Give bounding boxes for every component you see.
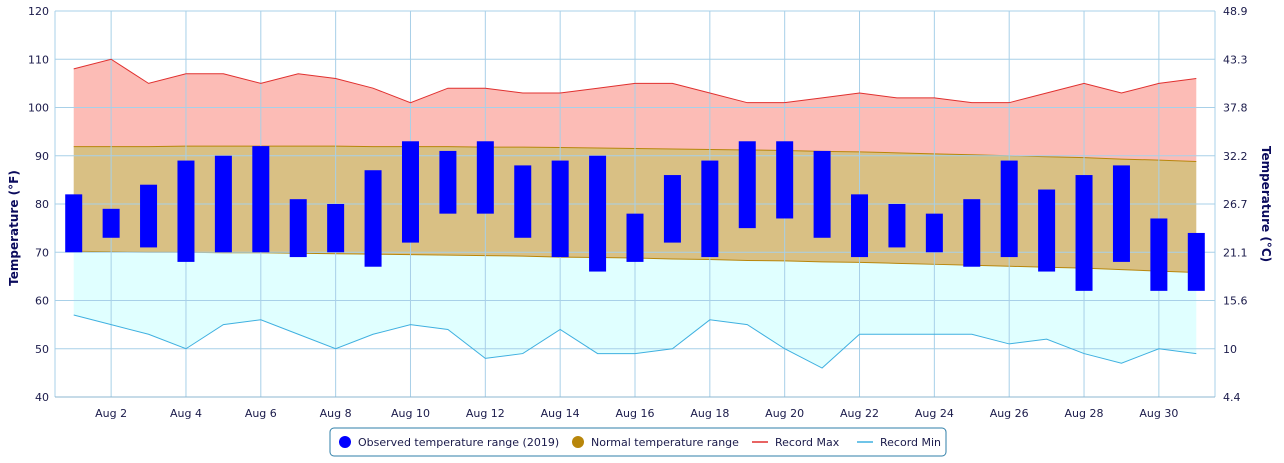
y-tick-label-right: 10 <box>1223 343 1237 356</box>
legend-observed-marker <box>339 436 351 448</box>
observed-range-bar[interactable] <box>364 170 382 267</box>
y-tick-label-right: 43.3 <box>1223 53 1248 66</box>
y-tick-label-right: 15.6 <box>1223 295 1248 308</box>
x-tick-label: Aug 24 <box>915 407 954 420</box>
observed-range-bar[interactable] <box>1112 165 1130 262</box>
observed-range-bar[interactable] <box>738 141 756 229</box>
observed-range-bar[interactable] <box>177 160 195 262</box>
grid-layer <box>54 10 1216 398</box>
legend-item-observed[interactable]: Observed temperature range (2019) <box>339 436 559 449</box>
y-tick-label-right: 37.8 <box>1223 102 1248 115</box>
bands-layer <box>73 59 1197 369</box>
y-tick-label-left: 50 <box>35 343 49 356</box>
observed-range-bar[interactable] <box>439 150 457 214</box>
observed-range-bar[interactable] <box>1150 218 1168 291</box>
observed-range-bar[interactable] <box>514 165 532 238</box>
legend-normal-label: Normal temperature range <box>591 436 739 449</box>
y-tick-label-left: 100 <box>28 102 49 115</box>
y-tick-label-right: 26.7 <box>1223 198 1248 211</box>
observed-range-bar[interactable] <box>963 199 981 267</box>
observed-range-bar[interactable] <box>289 199 307 258</box>
observed-range-bar[interactable] <box>851 194 869 258</box>
observed-range-bar[interactable] <box>1000 160 1018 258</box>
x-tick-label: Aug 20 <box>765 407 804 420</box>
legend-record-max-label: Record Max <box>775 436 840 449</box>
observed-range-bar[interactable] <box>776 141 794 219</box>
x-tick-label: Aug 2 <box>95 407 127 420</box>
y-tick-label-left: 110 <box>28 53 49 66</box>
x-tick-label: Aug 6 <box>245 407 277 420</box>
observed-range-bar[interactable] <box>214 155 232 253</box>
observed-range-bar[interactable] <box>813 150 831 238</box>
legend-normal-marker <box>572 436 584 448</box>
record-max-line <box>73 58 1197 104</box>
legend-box <box>329 427 947 457</box>
observed-range-bar[interactable] <box>888 204 906 248</box>
observed-range-bar[interactable] <box>701 160 719 258</box>
observed-range-bar[interactable] <box>1038 189 1056 272</box>
observed-range-bar[interactable] <box>663 175 681 243</box>
y-tick-label-left: 120 <box>28 5 49 18</box>
axes-layer: 40 50 60 70 80 90 100 110 120 4.4 10 15.6 21.1 26.7 32… <box>28 5 1248 420</box>
legend-record-min-label: Record Min <box>880 436 941 449</box>
record-lines-layer <box>73 58 1197 369</box>
x-tick-label: Aug 12 <box>466 407 505 420</box>
legend-item-record-min[interactable]: Record Min <box>857 436 941 449</box>
y-axis-title-left: Temperature (°F) <box>7 170 21 286</box>
y-tick-label-right: 48.9 <box>1223 5 1248 18</box>
legend: Observed temperature range (2019) Normal… <box>329 427 947 457</box>
y-axis-title-right: Temperature (°C) <box>1259 146 1273 262</box>
observed-range-bar[interactable] <box>401 141 419 243</box>
observed-range-bar[interactable] <box>925 213 943 253</box>
observed-range-bar[interactable] <box>1187 232 1205 291</box>
x-tick-label: Aug 8 <box>320 407 352 420</box>
legend-item-record-max[interactable]: Record Max <box>752 436 840 449</box>
y-tick-label-left: 80 <box>35 198 49 211</box>
x-tick-label: Aug 4 <box>170 407 202 420</box>
observed-range-bar[interactable] <box>1075 175 1093 291</box>
observed-range-bar[interactable] <box>327 204 345 253</box>
y-tick-label-right: 4.4 <box>1223 391 1241 404</box>
observed-range-bar[interactable] <box>140 184 158 248</box>
y-tick-label-right: 21.1 <box>1223 246 1248 259</box>
legend-observed-label: Observed temperature range (2019) <box>358 436 559 449</box>
y-tick-label-left: 40 <box>35 391 49 404</box>
observed-range-bar[interactable] <box>589 155 607 272</box>
x-tick-label: Aug 22 <box>840 407 879 420</box>
y-tick-label-left: 70 <box>35 246 49 259</box>
x-tick-label: Aug 30 <box>1139 407 1178 420</box>
x-tick-label: Aug 14 <box>541 407 580 420</box>
observed-range-bar[interactable] <box>102 208 120 238</box>
x-tick-label: Aug 18 <box>690 407 729 420</box>
record-min-line <box>73 314 1197 369</box>
observed-range-bar[interactable] <box>252 146 270 253</box>
x-tick-label: Aug 10 <box>391 407 430 420</box>
x-tick-label: Aug 26 <box>990 407 1029 420</box>
y-tick-label-right: 32.2 <box>1223 150 1248 163</box>
y-tick-label-left: 90 <box>35 150 49 163</box>
observed-range-bar[interactable] <box>476 141 494 214</box>
observed-range-bar[interactable] <box>551 160 569 258</box>
observed-range-bar[interactable] <box>626 213 644 262</box>
x-tick-label: Aug 28 <box>1065 407 1104 420</box>
x-tick-label: Aug 16 <box>616 407 655 420</box>
legend-item-normal[interactable]: Normal temperature range <box>572 436 739 449</box>
observed-range-bar[interactable] <box>65 194 83 253</box>
y-tick-label-left: 60 <box>35 295 49 308</box>
observed-bars-layer <box>65 141 1205 291</box>
